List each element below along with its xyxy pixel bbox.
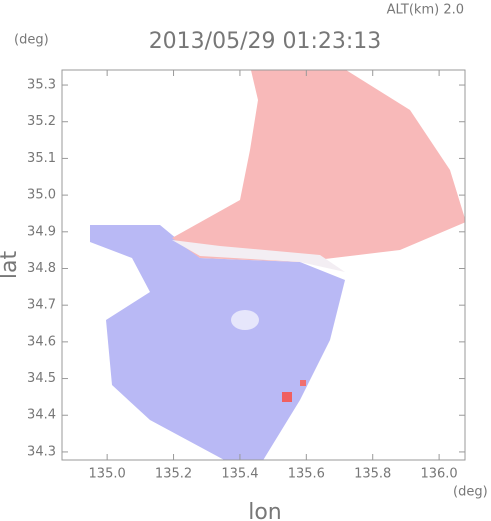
plot-frame: [61, 69, 466, 461]
y-tick-label: 34.9: [27, 224, 56, 239]
x-tick-label: 135.6: [288, 467, 325, 482]
chart-title: 2013/05/29 01:23:13: [149, 29, 382, 54]
y-tick-label: 34.6: [27, 334, 56, 349]
x-tick-label: 135.4: [221, 467, 258, 482]
y-unit: (deg): [14, 33, 49, 48]
y-tick-label: 35.3: [27, 78, 56, 93]
clutter: [282, 392, 292, 402]
y-tick-label: 35.2: [27, 114, 56, 129]
approaching-echo: [90, 225, 345, 460]
y-tick-label: 35.0: [27, 188, 56, 203]
y-tick-label: 35.1: [27, 151, 56, 166]
zero-band: [172, 240, 345, 272]
y-tick-label: 34.8: [27, 261, 56, 276]
y-tick-label: 34.3: [27, 444, 56, 459]
receding-echo: [172, 70, 465, 262]
x-tick-label: 136.0: [420, 467, 457, 482]
y-tick-label: 34.7: [27, 298, 56, 313]
x-unit: (deg): [453, 485, 488, 500]
annotation: ALT(km) 2.0: [387, 3, 464, 18]
y-tick-label: 34.5: [27, 371, 56, 386]
x-tick-label: 135.8: [354, 467, 391, 482]
y-axis-label: lat: [0, 251, 22, 280]
x-tick-label: 135.0: [89, 467, 126, 482]
clutter: [300, 380, 306, 386]
x-axis-label: lon: [248, 500, 282, 521]
core: [231, 310, 259, 330]
radar-field: [90, 70, 465, 460]
y-tick-label: 34.4: [27, 408, 56, 423]
x-tick-label: 135.2: [155, 467, 192, 482]
